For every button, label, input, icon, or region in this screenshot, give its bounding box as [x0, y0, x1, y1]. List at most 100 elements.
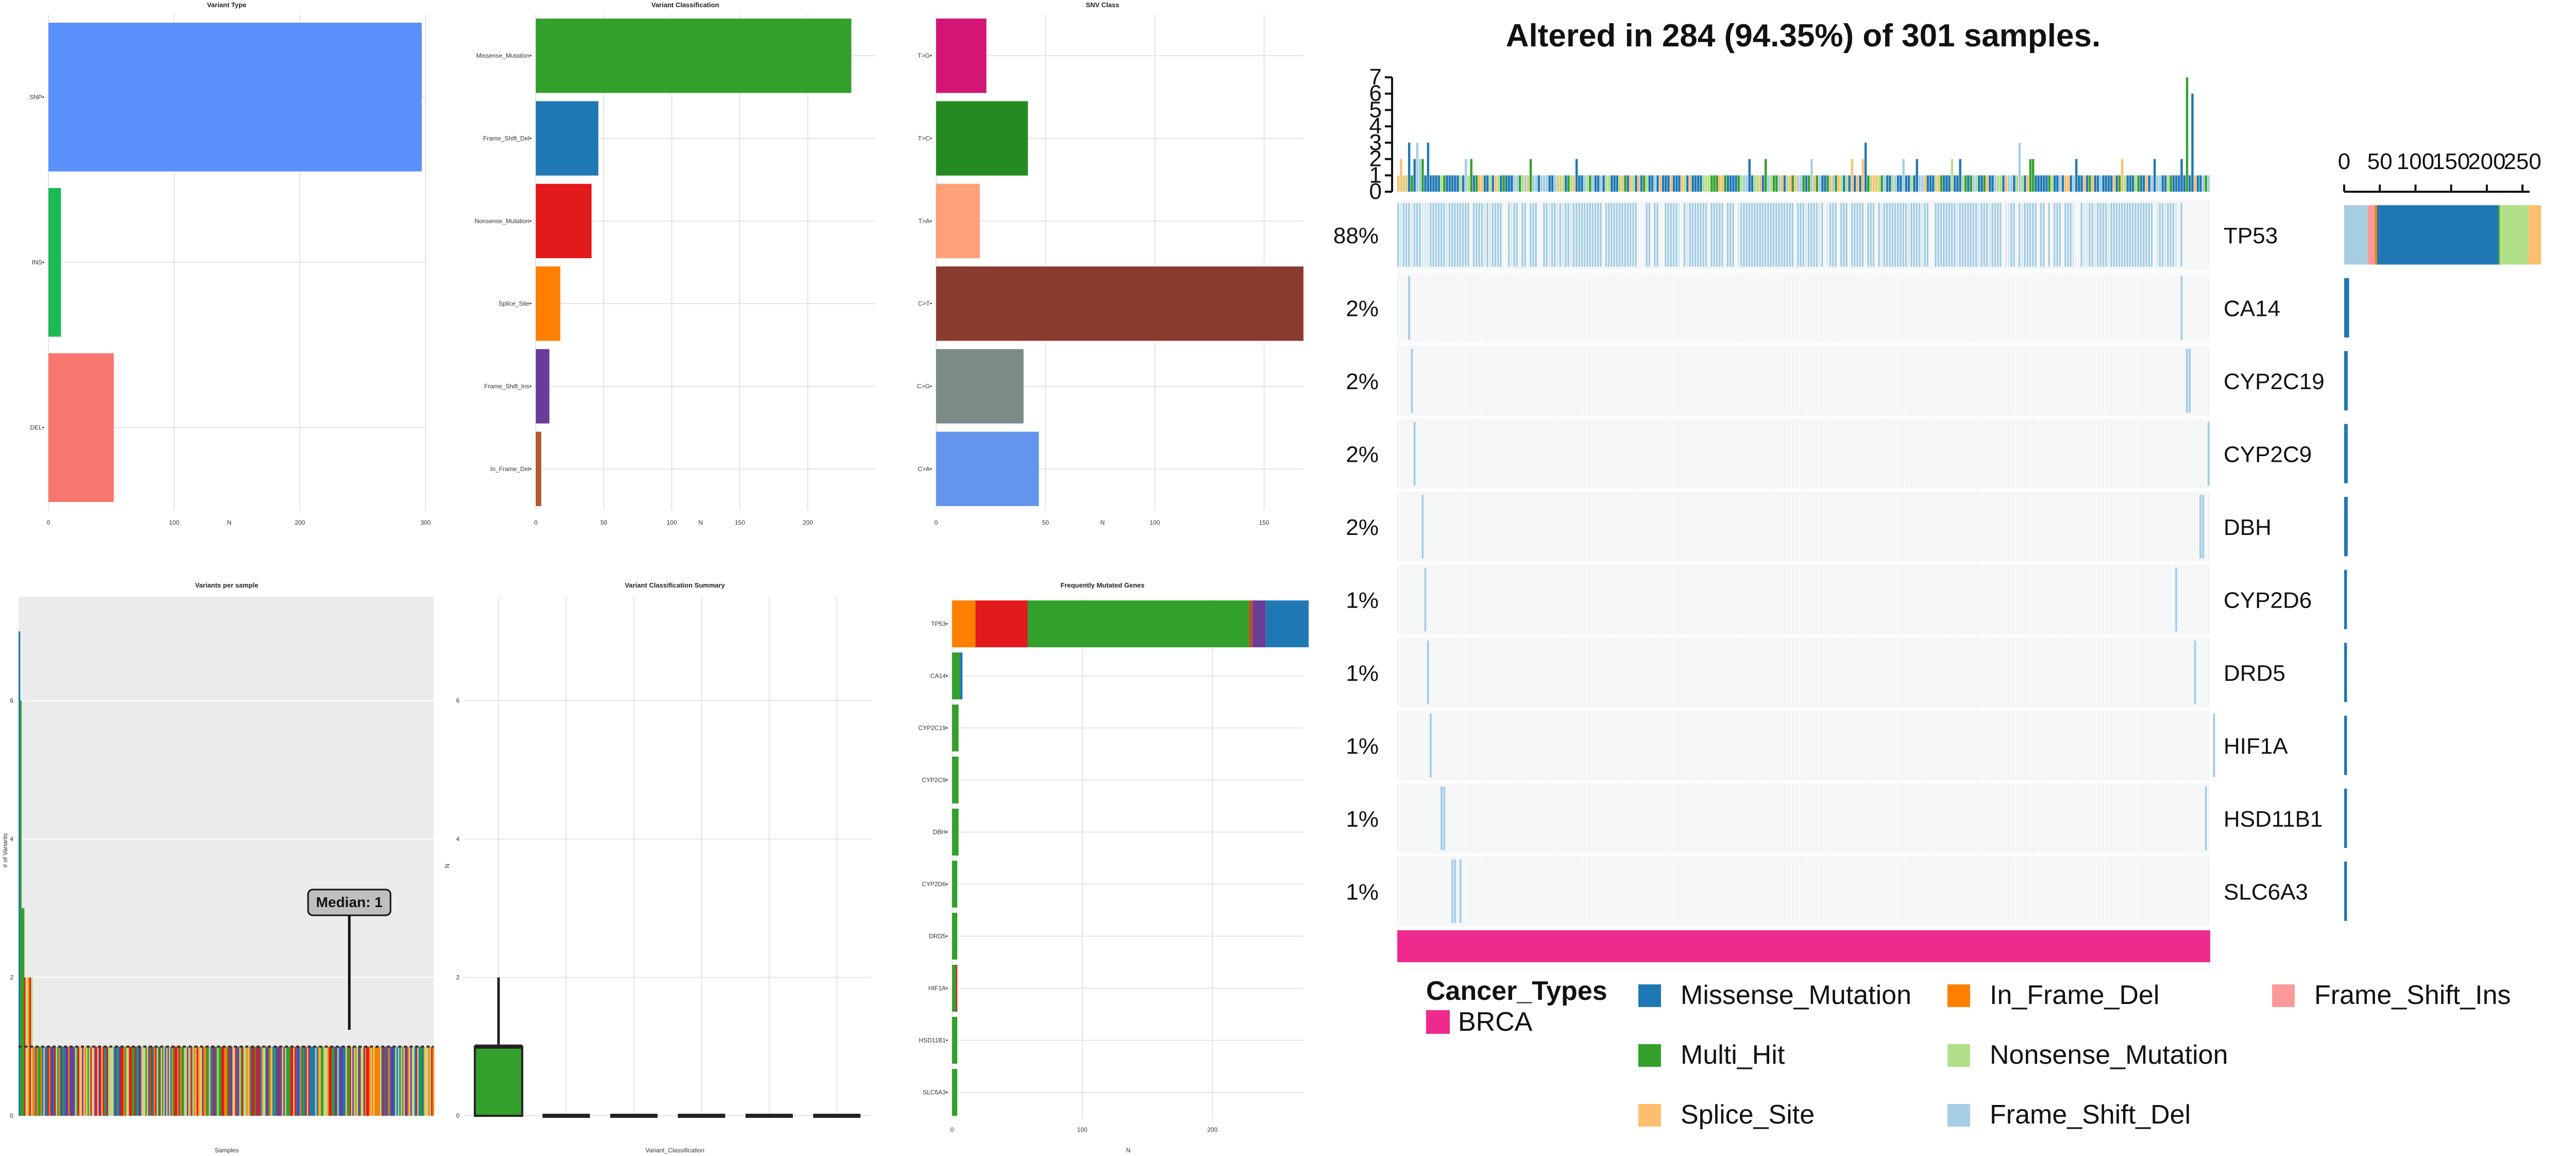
tmb-bar	[2153, 159, 2156, 192]
cell-divider	[1896, 418, 1897, 489]
cell-divider	[1609, 856, 1611, 926]
tmb-bar	[1678, 175, 1681, 192]
cell-divider	[1707, 783, 1708, 853]
cell-divider	[1518, 564, 1519, 634]
cell-divider	[1764, 200, 1765, 270]
cell-divider	[1693, 418, 1694, 489]
cell-divider	[1958, 856, 1959, 926]
tmb-bar	[1975, 175, 1978, 192]
mutation-cell	[1916, 203, 1918, 267]
cell-divider	[1842, 492, 1843, 562]
cell-divider	[1491, 200, 1492, 270]
cell-divider	[1742, 638, 1743, 708]
cell-divider	[1823, 273, 1824, 343]
cell-divider	[1839, 492, 1840, 562]
cell-divider	[1658, 492, 1659, 562]
sample-bar	[97, 1046, 99, 1116]
cell-divider	[1677, 856, 1679, 926]
bar-c-a	[936, 431, 1039, 506]
cell-divider	[2158, 273, 2159, 343]
cell-divider	[1912, 710, 1913, 780]
cell-divider	[2117, 856, 2119, 926]
cell-divider	[1534, 200, 1535, 270]
cell-divider	[1404, 346, 1405, 416]
x-tick-label: 200	[1207, 1126, 1217, 1133]
cell-divider	[2158, 418, 2159, 489]
cell-divider	[1815, 783, 1816, 853]
cell-divider	[1510, 346, 1511, 416]
tmb-bar	[1748, 159, 1751, 192]
cell-divider	[1982, 346, 1984, 416]
mutation-cell	[2118, 203, 2121, 267]
cell-divider	[1469, 638, 1470, 708]
cell-divider	[1464, 492, 1465, 562]
cell-divider	[1558, 273, 1560, 343]
cell-divider	[1977, 418, 1978, 489]
sample-bar	[261, 1046, 263, 1116]
cell-divider	[2112, 418, 2113, 489]
cell-divider	[1950, 418, 1951, 489]
cell-divider	[1661, 273, 1662, 343]
cell-divider	[1950, 638, 1951, 708]
cell-divider	[1958, 273, 1959, 343]
y-tick-label: 6	[456, 697, 460, 704]
cell-divider	[1828, 200, 1829, 270]
cell-divider	[2042, 638, 2043, 708]
tmb-bar	[1562, 175, 1565, 192]
cell-divider	[1915, 273, 1916, 343]
cell-divider	[1504, 856, 1505, 926]
x-tick-label: 100	[667, 519, 677, 526]
snv-class-xlabel: N	[1100, 519, 1105, 526]
cell-divider	[1812, 418, 1814, 489]
sample-bar	[19, 631, 21, 1116]
cell-divider	[1615, 856, 1616, 926]
cell-divider	[1788, 273, 1789, 343]
y-tick-label: 0	[10, 1112, 13, 1119]
cell-divider	[1410, 273, 1411, 343]
mutation-cell	[1759, 203, 1761, 267]
mutation-cell	[1665, 203, 1667, 267]
sample-bar	[386, 1046, 389, 1116]
cell-divider	[2042, 346, 2043, 416]
mutation-cell	[2005, 203, 2007, 267]
cell-divider	[1453, 418, 1454, 489]
cell-divider	[1850, 273, 1851, 343]
cell-divider	[1780, 783, 1781, 853]
cell-divider	[2117, 273, 2119, 343]
legend-swatch	[1638, 1044, 1661, 1067]
sample-bar	[187, 1046, 189, 1116]
tmb-tick-label: 5	[1369, 97, 1382, 122]
cell-divider	[1410, 710, 1411, 780]
cell-divider	[1526, 564, 1527, 634]
cell-divider	[1993, 346, 1994, 416]
mutation-cell	[1443, 786, 1446, 850]
cell-divider	[2093, 783, 2094, 853]
cell-divider	[1799, 783, 1800, 853]
cell-divider	[1561, 783, 1562, 853]
cell-divider	[1718, 564, 1719, 634]
cell-divider	[1634, 200, 1635, 270]
sample-bar	[431, 1046, 433, 1116]
cell-divider	[2066, 273, 2067, 343]
variant-classification-title: Variant Classification	[651, 1, 719, 9]
cell-divider	[2096, 638, 2097, 708]
tmb-bar	[1824, 175, 1826, 192]
cell-divider	[2131, 273, 2132, 343]
tmb-bar	[1600, 175, 1602, 192]
cell-divider	[1988, 273, 1989, 343]
tmb-bar	[1878, 175, 1880, 192]
cell-divider	[1518, 638, 1519, 708]
cell-divider	[1661, 710, 1662, 780]
sample-bar	[195, 1046, 197, 1116]
cell-divider	[2123, 200, 2124, 270]
variants-per-sample-panel: Variants per sample Samples # of Variant…	[2, 581, 434, 1154]
cell-divider	[1658, 564, 1659, 634]
bar-frame-shift-del	[536, 101, 599, 176]
cell-divider	[1818, 492, 1819, 562]
cell-divider	[2177, 638, 2178, 708]
sample-bar	[322, 1046, 324, 1116]
cell-divider	[1526, 200, 1527, 270]
cell-divider	[1434, 638, 1435, 708]
cell-divider	[1834, 418, 1835, 489]
mutation-cell	[1446, 203, 1448, 267]
